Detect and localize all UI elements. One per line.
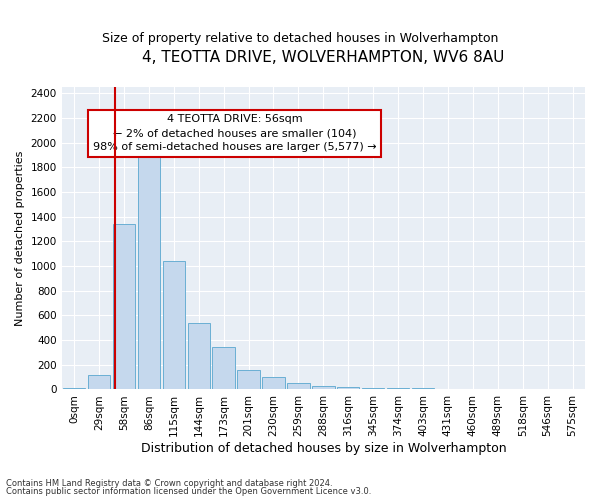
- Text: 4 TEOTTA DRIVE: 56sqm
← 2% of detached houses are smaller (104)
98% of semi-deta: 4 TEOTTA DRIVE: 56sqm ← 2% of detached h…: [92, 114, 376, 152]
- Bar: [287, 384, 310, 390]
- Y-axis label: Number of detached properties: Number of detached properties: [15, 150, 25, 326]
- Bar: [163, 261, 185, 390]
- Bar: [238, 370, 260, 390]
- Bar: [63, 388, 85, 390]
- Text: Size of property relative to detached houses in Wolverhampton: Size of property relative to detached ho…: [102, 32, 498, 45]
- Bar: [362, 388, 385, 390]
- Title: 4, TEOTTA DRIVE, WOLVERHAMPTON, WV6 8AU: 4, TEOTTA DRIVE, WOLVERHAMPTON, WV6 8AU: [142, 50, 505, 65]
- Bar: [387, 388, 409, 390]
- Bar: [312, 386, 335, 390]
- Bar: [113, 224, 135, 390]
- X-axis label: Distribution of detached houses by size in Wolverhampton: Distribution of detached houses by size …: [140, 442, 506, 455]
- Bar: [262, 377, 285, 390]
- Bar: [212, 348, 235, 390]
- Bar: [188, 323, 210, 390]
- Text: Contains public sector information licensed under the Open Government Licence v3: Contains public sector information licen…: [6, 487, 371, 496]
- Bar: [88, 374, 110, 390]
- Text: Contains HM Land Registry data © Crown copyright and database right 2024.: Contains HM Land Registry data © Crown c…: [6, 478, 332, 488]
- Bar: [412, 388, 434, 390]
- Bar: [337, 387, 359, 390]
- Bar: [137, 158, 160, 390]
